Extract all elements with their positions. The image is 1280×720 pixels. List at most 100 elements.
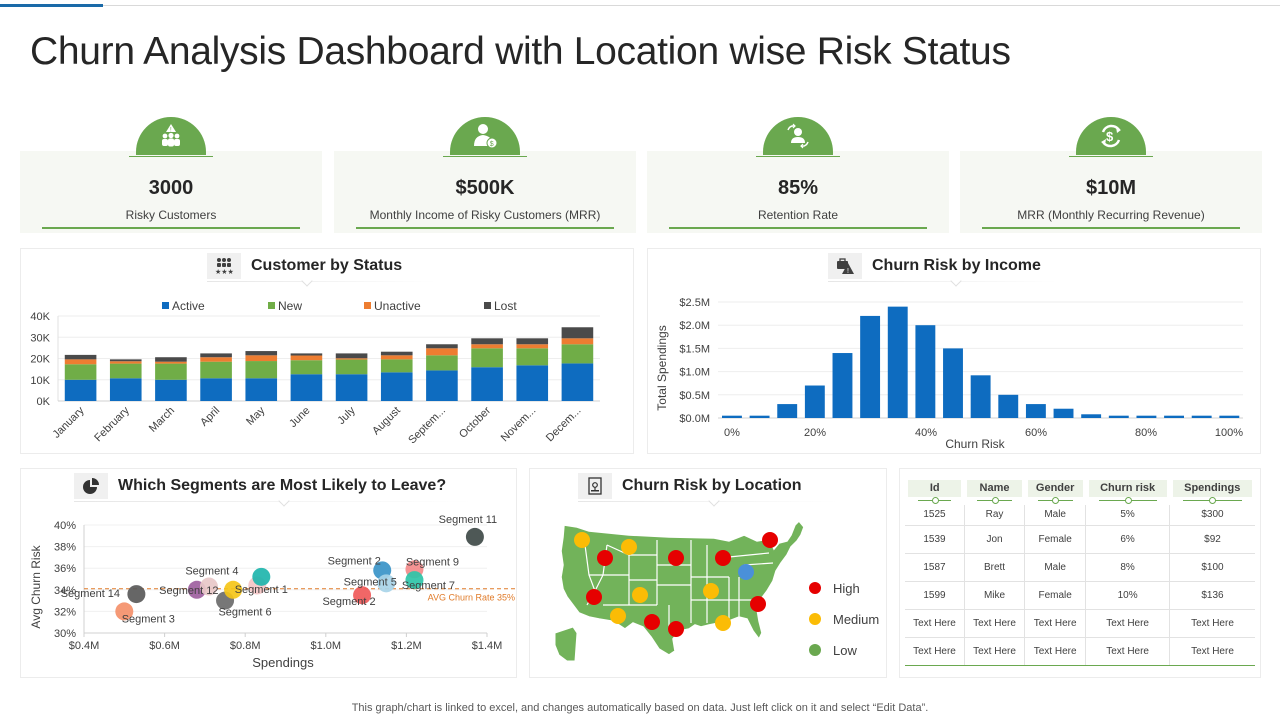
income-bar[interactable] <box>887 306 908 418</box>
bar-segment-new[interactable] <box>380 359 413 373</box>
segment-bubble[interactable] <box>405 571 424 590</box>
segment-bubble[interactable] <box>353 586 372 605</box>
column-header[interactable]: Spendings <box>1170 478 1256 505</box>
income-bar[interactable] <box>860 315 881 418</box>
income-bar[interactable] <box>970 375 991 418</box>
segment-bubble[interactable] <box>127 585 146 604</box>
bar-segment-unactive[interactable] <box>426 348 458 356</box>
income-bar[interactable] <box>943 348 963 418</box>
risk-marker-other[interactable] <box>738 564 754 580</box>
bar-segment-active[interactable] <box>426 370 458 401</box>
risk-marker-high[interactable] <box>597 550 613 566</box>
us-churn-map[interactable]: High Medium Low <box>529 505 887 677</box>
bar-segment-unactive[interactable] <box>245 355 278 362</box>
income-bar[interactable] <box>1025 404 1046 418</box>
bar-segment-lost[interactable] <box>335 353 368 359</box>
bar-segment-active[interactable] <box>516 365 549 401</box>
bar-segment-unactive[interactable] <box>335 358 368 360</box>
bar-segment-lost[interactable] <box>561 327 594 339</box>
bar-segment-active[interactable] <box>200 378 232 401</box>
bar-segment-new[interactable] <box>426 355 458 371</box>
bar-segment-active[interactable] <box>245 378 278 401</box>
bar-segment-lost[interactable] <box>155 357 187 362</box>
segment-bubble[interactable] <box>465 527 484 546</box>
bar-segment-active[interactable] <box>64 379 97 401</box>
bar-segment-lost[interactable] <box>109 359 142 362</box>
bar-segment-new[interactable] <box>471 348 503 368</box>
bar-segment-active[interactable] <box>561 363 594 401</box>
risk-marker-medium[interactable] <box>621 539 637 555</box>
bar-segment-unactive[interactable] <box>471 344 503 349</box>
income-bar[interactable] <box>915 325 936 418</box>
bar-segment-active[interactable] <box>380 372 413 401</box>
bar-segment-unactive[interactable] <box>290 355 323 361</box>
bar-segment-new[interactable] <box>561 344 594 364</box>
bar-segment-lost[interactable] <box>516 338 549 345</box>
bar-segment-unactive[interactable] <box>200 357 232 362</box>
income-bar[interactable] <box>1108 415 1129 418</box>
bar-segment-unactive[interactable] <box>380 355 413 360</box>
bar-segment-lost[interactable] <box>380 351 413 356</box>
risk-marker-high[interactable] <box>668 621 684 637</box>
column-header[interactable]: Churn risk <box>1086 478 1170 505</box>
bar-segment-lost[interactable] <box>426 344 458 349</box>
bar-segment-new[interactable] <box>64 364 97 380</box>
segment-bubble[interactable] <box>199 577 218 596</box>
bar-segment-lost[interactable] <box>64 354 97 360</box>
risk-marker-medium[interactable] <box>610 608 626 624</box>
churn-risk-income-chart[interactable]: $0.0M $0.5M $1.0M $1.5M $2.0M $2.5M 0% 20% 40% 60… <box>648 290 1260 452</box>
bar-segment-unactive[interactable] <box>64 359 97 365</box>
segment-bubble[interactable] <box>377 574 396 593</box>
bar-segment-new[interactable] <box>200 361 232 379</box>
income-bar[interactable] <box>1219 415 1240 418</box>
income-bar[interactable] <box>832 353 853 418</box>
income-bar[interactable] <box>1191 415 1212 418</box>
segment-bubble[interactable] <box>115 602 134 621</box>
bar-segment-new[interactable] <box>335 359 368 375</box>
bar-segment-active[interactable] <box>109 378 142 401</box>
income-bar[interactable] <box>777 404 798 418</box>
income-bar[interactable] <box>1081 414 1102 418</box>
income-bar[interactable] <box>1164 415 1184 418</box>
column-header[interactable]: Gender <box>1025 478 1086 505</box>
bar-segment-lost[interactable] <box>471 338 503 345</box>
bar-segment-lost[interactable] <box>245 351 278 356</box>
bar-segment-new[interactable] <box>109 363 142 379</box>
bar-segment-active[interactable] <box>335 374 368 401</box>
income-bar[interactable] <box>1136 415 1157 418</box>
risk-marker-medium[interactable] <box>715 615 731 631</box>
risk-marker-high[interactable] <box>762 532 778 548</box>
bar-segment-unactive[interactable] <box>516 344 549 349</box>
income-bar[interactable] <box>749 415 770 418</box>
bar-segment-active[interactable] <box>471 367 503 401</box>
income-bar[interactable] <box>722 415 742 418</box>
customer-by-status-chart[interactable]: Active New Unactive Lost 0K 10K 20K 30K 40K Janua… <box>20 290 634 452</box>
risk-marker-medium[interactable] <box>703 583 719 599</box>
risk-marker-medium[interactable] <box>632 587 648 603</box>
bar-segment-lost[interactable] <box>200 353 232 358</box>
risk-marker-high[interactable] <box>715 550 731 566</box>
bar-segment-new[interactable] <box>516 348 549 366</box>
risk-marker-high[interactable] <box>586 589 602 605</box>
risk-marker-high[interactable] <box>750 596 766 612</box>
bar-segment-unactive[interactable] <box>561 338 594 345</box>
income-bar[interactable] <box>1053 408 1074 418</box>
segment-bubble[interactable] <box>252 567 271 586</box>
bar-segment-new[interactable] <box>290 360 323 375</box>
column-header[interactable]: Id <box>905 478 964 505</box>
risk-marker-high[interactable] <box>668 550 684 566</box>
bar-segment-active[interactable] <box>290 374 323 401</box>
bar-segment-active[interactable] <box>155 379 187 401</box>
segment-bubble[interactable] <box>224 580 243 599</box>
bar-segment-new[interactable] <box>155 363 187 380</box>
income-bar[interactable] <box>804 385 825 418</box>
segments-scatter-chart[interactable]: 30% 32% 34% 36% 38% 40% $0.4M $0.6M $0.8M $1.0M $1… <box>20 505 517 677</box>
risk-marker-medium[interactable] <box>574 532 590 548</box>
income-bar[interactable] <box>998 394 1019 418</box>
bar-segment-new[interactable] <box>245 361 278 379</box>
column-header[interactable]: Name <box>964 478 1024 505</box>
bar-segment-lost[interactable] <box>290 353 323 356</box>
risk-marker-high[interactable] <box>644 614 660 630</box>
bar-segment-unactive[interactable] <box>155 361 187 364</box>
bar-segment-unactive[interactable] <box>109 361 142 364</box>
